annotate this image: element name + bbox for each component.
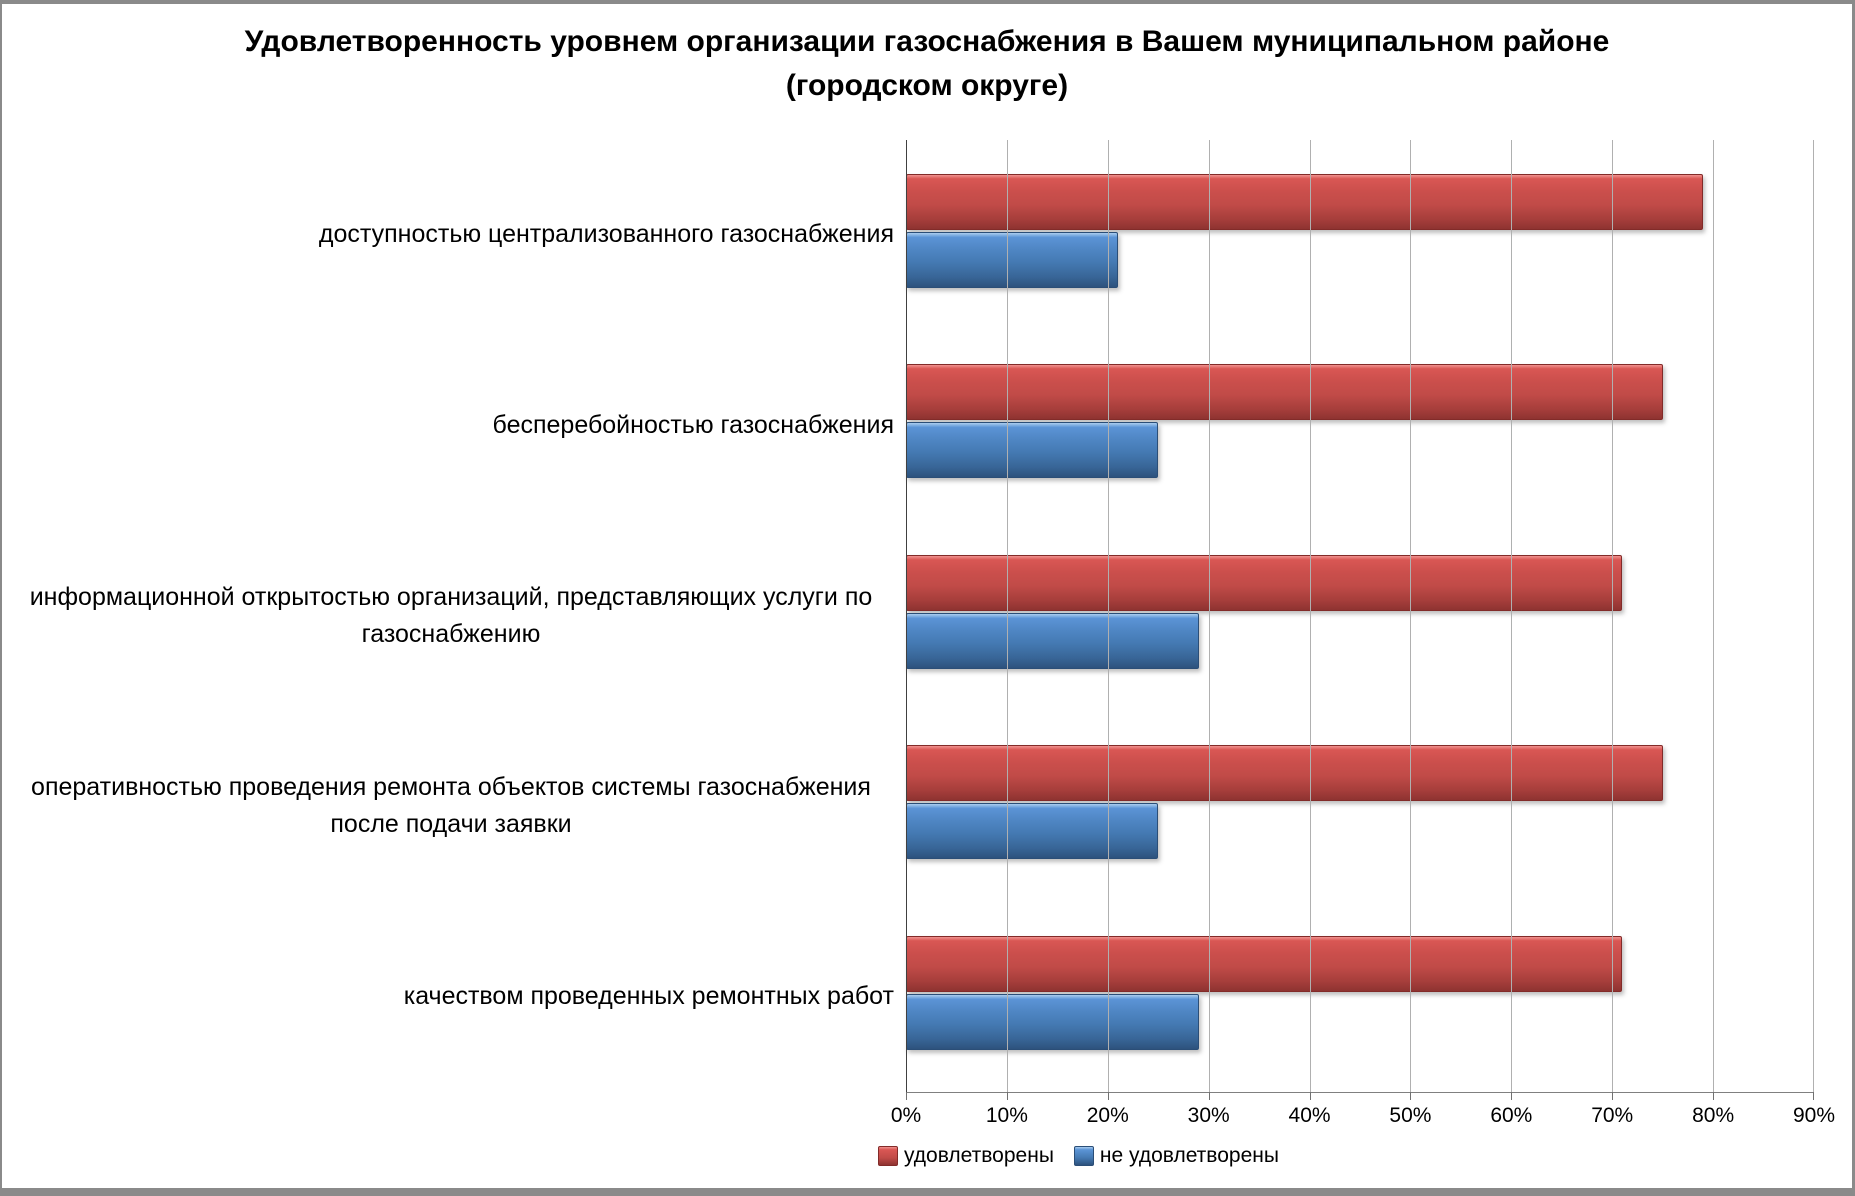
legend-marker-icon (878, 1146, 898, 1166)
x-axis-label: 50% (1389, 1104, 1432, 1127)
x-axis-label: 80% (1692, 1104, 1735, 1127)
x-axis-label: 90% (1792, 1104, 1836, 1127)
axis-tick (1410, 1092, 1412, 1100)
bar-satisfied (906, 174, 1704, 230)
legend-label: не удовлетворены (1099, 1144, 1279, 1167)
bar-not-satisfied (906, 803, 1159, 860)
x-axis-label: 40% (1288, 1104, 1331, 1127)
bar-rows (906, 140, 1814, 1092)
axis-tick (1208, 1092, 1210, 1100)
bar-satisfied (906, 935, 1623, 992)
category-label-row: качеством проведенных ремонтных работ (8, 902, 894, 1092)
axis-tick (1309, 1092, 1311, 1100)
chart-title: Удовлетворенность уровнем организации га… (244, 25, 1610, 102)
category-label-row: оперативностью проведения ремонта объект… (8, 711, 894, 901)
bar-satisfied (906, 364, 1663, 421)
category-label: информационной открытостью организаций, … (29, 582, 873, 649)
category-label: бесперебойностью газоснабжения (492, 410, 894, 439)
bar-satisfied (906, 745, 1663, 802)
x-axis-label: 60% (1490, 1104, 1533, 1127)
bar-group (906, 711, 1814, 901)
axis-tick (1006, 1092, 1008, 1100)
axis-tick (1107, 1092, 1109, 1100)
bar-not-satisfied (906, 993, 1199, 1050)
plot-area (906, 140, 1814, 1100)
gridline (1410, 140, 1412, 1092)
x-axis-label: 70% (1591, 1104, 1634, 1127)
category-label: доступностью централизованного газоснабж… (318, 220, 894, 249)
axis-tick (906, 1092, 907, 1100)
x-axis-label: 10% (985, 1104, 1028, 1127)
gridline (1208, 140, 1210, 1092)
legend-label: удовлетворены (904, 1144, 1054, 1167)
legend-marker-icon (1073, 1146, 1094, 1166)
gridline (1107, 140, 1109, 1092)
category-label-row: доступностью централизованного газоснабж… (8, 140, 894, 330)
gridline (1006, 140, 1008, 1092)
bar-satisfied (906, 554, 1623, 611)
x-axis-label: 30% (1187, 1104, 1230, 1127)
category-label: оперативностью проведения ремонта объект… (31, 772, 871, 839)
x-axis-labels: 0% 10% 20% 30% 40% 50% 60% 70% 80% 90% (891, 1104, 1835, 1134)
bar-not-satisfied (906, 422, 1159, 479)
bar-group (906, 140, 1814, 330)
bar-group (906, 330, 1814, 520)
category-label: качеством проведенных ремонтных работ (403, 982, 894, 1011)
legend: удовлетворены не удовлетворены (878, 1144, 1279, 1168)
gridline (1612, 140, 1614, 1092)
gridline (1309, 140, 1311, 1092)
gridline (1813, 140, 1814, 1092)
gridline (1511, 140, 1513, 1092)
category-label-row: информационной открытостью организаций, … (8, 521, 894, 711)
y-axis-line (906, 140, 907, 1092)
x-axis-label: 0% (890, 1104, 922, 1127)
gridline (1713, 140, 1715, 1092)
axis-tick (1713, 1092, 1715, 1100)
category-labels: доступностью централизованного газоснабж… (8, 140, 894, 1092)
axis-tick (1813, 1092, 1814, 1100)
bar-group (906, 902, 1814, 1092)
category-label-row: бесперебойностью газоснабжения (8, 330, 894, 520)
legend-item: не удовлетворены (1073, 1144, 1279, 1168)
legend-item: удовлетворены (878, 1144, 1054, 1168)
axis-tick (1612, 1092, 1614, 1100)
axis-tick (1511, 1092, 1513, 1100)
bar-not-satisfied (906, 612, 1199, 669)
bar-group (906, 521, 1814, 711)
bar-not-satisfied (906, 232, 1118, 288)
x-axis-label: 20% (1086, 1104, 1129, 1127)
